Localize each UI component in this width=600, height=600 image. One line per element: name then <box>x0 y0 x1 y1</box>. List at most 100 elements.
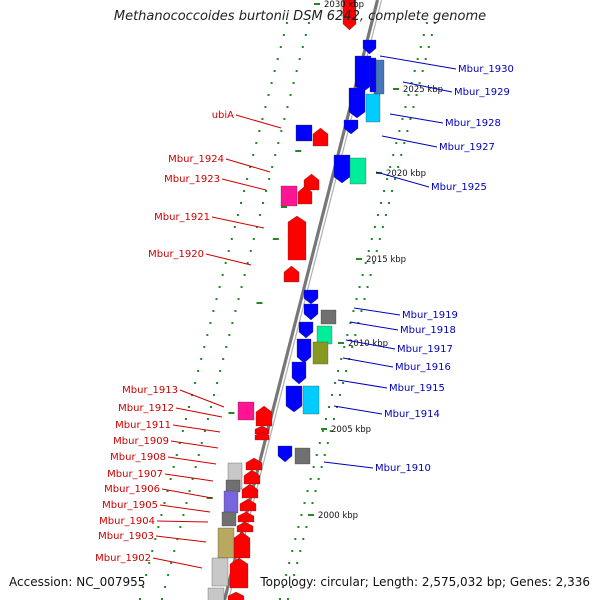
dotted-tick <box>364 262 367 264</box>
dotted-tick <box>240 286 243 288</box>
dotted-tick <box>249 250 252 252</box>
gene-arrow <box>233 531 251 559</box>
dotted-tick <box>410 82 413 84</box>
dotted-tick <box>421 70 424 72</box>
dotted-tick <box>271 166 274 168</box>
kbp-tick <box>338 342 344 344</box>
gene-label-leader <box>349 321 399 331</box>
gene-block <box>312 341 329 365</box>
dotted-tick <box>282 34 285 36</box>
dotted-tick <box>378 238 381 240</box>
dotted-tick <box>373 226 376 228</box>
dotted-tick <box>397 166 400 168</box>
gene-block <box>349 157 367 185</box>
reverse-gene-label: Mbur_1911 <box>115 420 171 431</box>
gene-arrow <box>227 591 245 600</box>
dotted-tick <box>258 214 261 216</box>
dotted-tick <box>386 178 389 180</box>
gene-arrow <box>303 303 319 321</box>
gene-block <box>369 57 377 93</box>
dotted-tick <box>342 382 345 384</box>
gene-arrow <box>237 511 255 523</box>
dotted-tick <box>303 502 306 504</box>
kbp-tick <box>356 258 362 260</box>
gene-arrow <box>343 119 359 135</box>
dotted-tick <box>314 490 317 492</box>
forward-gene-label: Mbur_1928 <box>445 118 501 129</box>
dotted-tick <box>239 202 242 204</box>
gene-arrow <box>287 215 307 261</box>
dotted-tick <box>184 418 187 420</box>
dotted-tick <box>148 562 151 564</box>
dotted-tick <box>181 430 184 432</box>
dotted-tick <box>317 478 320 480</box>
reverse-gene-label: Mbur_1920 <box>148 249 204 260</box>
dotted-tick <box>216 382 219 384</box>
gene-label-leader <box>170 440 219 449</box>
gene-block <box>221 511 237 527</box>
gene-block <box>217 527 235 559</box>
dotted-tick <box>372 262 375 264</box>
dotted-tick <box>270 82 273 84</box>
dotted-tick <box>360 310 363 312</box>
gene-block <box>211 557 229 587</box>
dotted-tick <box>324 418 327 420</box>
dotted-tick <box>379 202 382 204</box>
gene-block <box>223 490 239 514</box>
forward-gene-label: Mbur_1925 <box>431 182 487 193</box>
dotted-tick <box>164 586 167 588</box>
dotted-tick <box>197 370 200 372</box>
gene-label-leader <box>211 216 265 229</box>
dotted-tick <box>161 598 164 600</box>
dotted-tick <box>343 346 346 348</box>
gene-arrow <box>298 321 314 339</box>
dotted-tick <box>395 142 398 144</box>
reverse-gene-label: ubiA <box>212 110 234 121</box>
dotted-tick <box>194 382 197 384</box>
dotted-tick <box>427 46 430 48</box>
gene-label-leader <box>381 135 438 148</box>
dotted-tick <box>268 178 271 180</box>
gene-arrow <box>362 39 377 55</box>
dotted-tick <box>296 562 299 564</box>
dotted-tick <box>354 334 357 336</box>
dotted-tick <box>375 250 378 252</box>
gene-arrow <box>342 0 357 31</box>
dotted-tick <box>286 106 289 108</box>
dotted-tick <box>401 118 404 120</box>
gene-label-leader <box>164 473 214 482</box>
tick-layer <box>139 3 436 600</box>
dotted-tick <box>430 34 433 36</box>
dotted-tick <box>213 394 216 396</box>
gene-arrow <box>354 55 372 93</box>
dotted-tick <box>255 142 258 144</box>
gene-block <box>207 587 225 600</box>
dotted-tick <box>178 442 181 444</box>
dotted-tick <box>243 274 246 276</box>
dotted-tick <box>418 82 421 84</box>
dotted-tick <box>355 298 358 300</box>
gene-block <box>294 447 311 465</box>
dotted-tick <box>139 598 142 600</box>
dotted-tick <box>295 70 298 72</box>
dotted-tick <box>172 466 175 468</box>
dotted-tick <box>300 514 303 516</box>
gene-block <box>225 479 241 493</box>
kbp-tick <box>321 428 327 430</box>
dotted-tick <box>197 454 200 456</box>
dotted-tick <box>419 46 422 48</box>
gene-label-leader <box>337 379 388 389</box>
dotted-tick <box>323 454 326 456</box>
dotted-tick <box>304 34 307 36</box>
dotted-tick <box>277 142 280 144</box>
gene-label-leader <box>175 407 223 418</box>
dotted-tick <box>384 214 387 216</box>
kbp-label: 2005 kbp <box>331 425 371 435</box>
dotted-tick <box>413 70 416 72</box>
dotted-tick <box>358 286 361 288</box>
dotted-tick <box>387 202 390 204</box>
dotted-tick <box>157 526 160 528</box>
dotted-tick <box>349 322 352 324</box>
dotted-tick <box>273 70 276 72</box>
dotted-tick <box>298 58 301 60</box>
